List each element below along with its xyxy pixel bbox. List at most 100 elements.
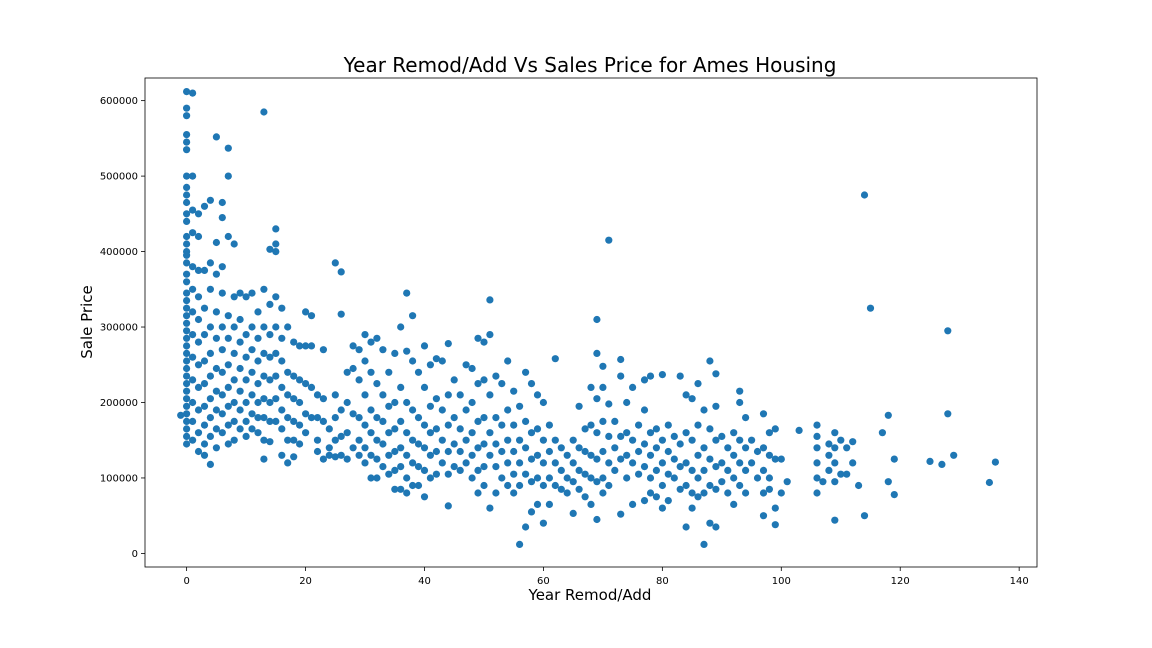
data-point xyxy=(200,421,209,429)
data-point xyxy=(385,402,393,410)
data-point xyxy=(230,349,238,357)
data-point xyxy=(629,436,637,444)
data-point xyxy=(510,470,518,478)
data-point xyxy=(373,414,381,422)
data-point xyxy=(218,214,226,222)
data-point xyxy=(183,210,191,218)
data-point xyxy=(248,425,256,433)
data-point xyxy=(355,346,363,354)
data-point xyxy=(605,459,613,467)
data-point xyxy=(890,455,898,463)
data-point xyxy=(296,342,304,350)
data-point xyxy=(218,391,226,399)
data-point xyxy=(194,266,203,274)
data-point xyxy=(831,429,839,437)
data-point xyxy=(575,485,583,493)
data-point xyxy=(302,429,310,437)
data-point xyxy=(183,217,191,225)
data-point xyxy=(307,383,316,391)
data-point xyxy=(474,380,482,388)
data-point xyxy=(533,500,542,508)
data-point xyxy=(831,459,839,467)
data-point xyxy=(480,463,488,471)
data-point xyxy=(700,489,708,497)
data-point xyxy=(230,240,238,248)
data-point xyxy=(331,414,339,422)
data-point xyxy=(200,304,209,312)
data-point xyxy=(337,310,345,318)
data-point xyxy=(462,459,470,467)
data-point xyxy=(307,342,316,350)
data-point xyxy=(224,144,232,152)
data-point xyxy=(777,455,785,463)
data-point xyxy=(403,289,411,297)
data-point xyxy=(593,315,601,324)
data-point xyxy=(706,455,714,463)
data-point xyxy=(212,364,220,373)
data-point xyxy=(516,402,524,410)
data-point xyxy=(748,459,756,467)
data-point xyxy=(706,425,714,433)
data-point xyxy=(837,470,845,478)
data-point xyxy=(492,440,500,448)
data-point xyxy=(183,172,191,180)
data-point xyxy=(694,421,702,429)
data-point xyxy=(319,346,327,354)
y-tick-label: 0 xyxy=(132,549,138,560)
data-point xyxy=(527,380,536,388)
data-point xyxy=(700,466,708,474)
data-point xyxy=(391,466,399,474)
data-point xyxy=(272,349,280,357)
data-point xyxy=(254,357,262,365)
data-point xyxy=(183,297,191,305)
data-point xyxy=(813,432,821,440)
data-point xyxy=(206,196,214,204)
data-point xyxy=(593,455,601,463)
data-point xyxy=(831,478,839,486)
data-point xyxy=(266,331,274,339)
data-point xyxy=(510,489,518,497)
data-point xyxy=(753,447,762,456)
data-point xyxy=(587,500,595,508)
x-tick-label: 40 xyxy=(418,576,431,587)
data-point xyxy=(831,516,839,524)
data-point xyxy=(206,432,214,440)
data-point xyxy=(712,485,720,493)
data-point xyxy=(682,459,690,467)
data-point xyxy=(409,459,417,467)
data-point xyxy=(611,466,619,474)
data-point xyxy=(260,323,268,331)
data-point xyxy=(189,436,197,444)
data-point xyxy=(950,451,958,459)
data-point xyxy=(587,451,595,459)
data-point xyxy=(522,368,530,376)
data-point xyxy=(313,391,322,399)
data-point xyxy=(183,289,191,297)
data-point xyxy=(284,323,292,331)
x-tick-label: 20 xyxy=(299,576,312,587)
data-point xyxy=(730,429,738,437)
data-point xyxy=(468,474,476,482)
x-tick-label: 60 xyxy=(537,576,550,587)
data-point xyxy=(200,202,209,210)
data-point xyxy=(563,474,571,482)
data-point xyxy=(290,436,298,444)
data-point xyxy=(177,411,185,419)
data-point xyxy=(206,395,214,403)
data-point xyxy=(331,259,339,267)
data-point xyxy=(194,210,203,218)
data-point xyxy=(349,410,357,418)
data-point xyxy=(183,327,191,335)
data-point xyxy=(522,470,530,478)
data-point xyxy=(516,540,524,549)
data-point xyxy=(759,466,768,474)
data-point xyxy=(248,391,256,399)
data-point xyxy=(272,372,280,380)
data-point xyxy=(765,485,774,493)
data-point xyxy=(730,500,738,508)
data-point xyxy=(611,417,619,425)
data-point xyxy=(272,293,280,301)
data-point xyxy=(474,417,482,425)
chart-title: Year Remod/Add Vs Sales Price for Ames H… xyxy=(343,53,837,77)
